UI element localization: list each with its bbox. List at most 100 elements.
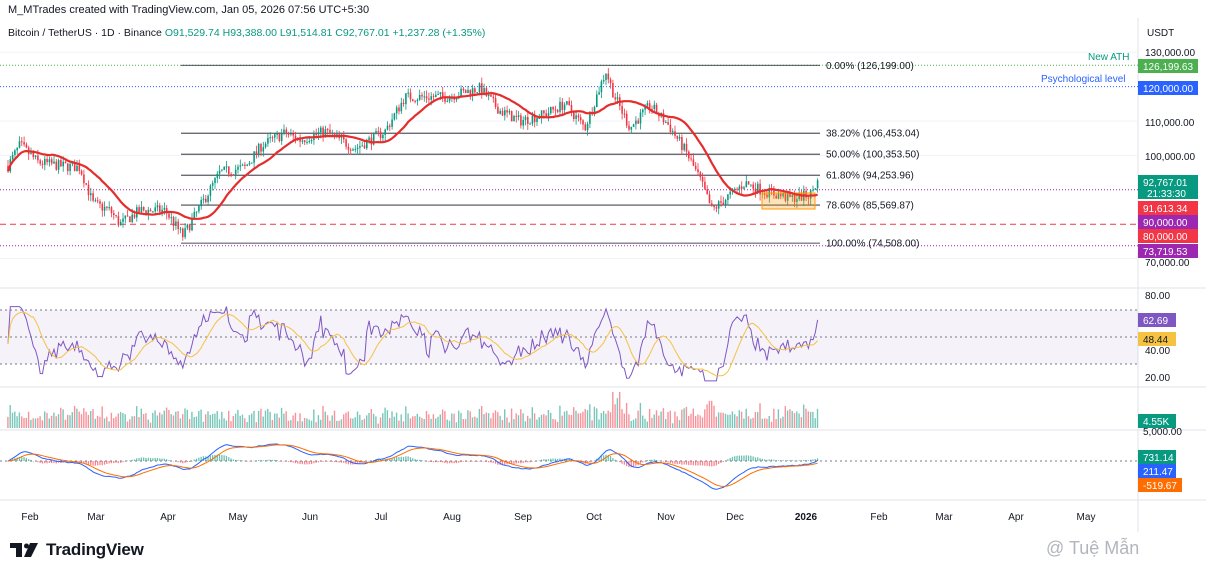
candle-body[interactable] (239, 165, 242, 167)
candle-body[interactable] (356, 147, 359, 150)
candle-body[interactable] (324, 129, 327, 137)
candle-body[interactable] (384, 129, 386, 135)
candle-body[interactable] (568, 101, 570, 106)
candle-body[interactable] (225, 166, 228, 168)
candle-body[interactable] (326, 129, 329, 131)
candle-body[interactable] (306, 142, 308, 144)
candle-body[interactable] (681, 136, 683, 151)
candle-body[interactable] (690, 158, 692, 160)
candle-body[interactable] (754, 188, 757, 193)
candle-body[interactable] (545, 113, 547, 117)
candle-body[interactable] (621, 106, 623, 114)
candle-body[interactable] (71, 162, 74, 164)
candle-body[interactable] (18, 141, 21, 148)
candle-body[interactable] (359, 146, 361, 148)
candle-body[interactable] (628, 125, 630, 130)
candle-body[interactable] (147, 209, 150, 215)
candle-body[interactable] (234, 169, 237, 175)
candle-body[interactable] (490, 94, 492, 97)
candle-body[interactable] (625, 113, 628, 126)
candle-body[interactable] (717, 201, 720, 209)
candle-body[interactable] (635, 120, 637, 125)
candle-body[interactable] (432, 96, 435, 98)
candle-body[interactable] (694, 165, 697, 170)
candle-body[interactable] (517, 115, 520, 117)
candle-body[interactable] (329, 129, 331, 134)
candle-body[interactable] (193, 211, 196, 219)
candle-body[interactable] (520, 115, 522, 126)
candle-body[interactable] (354, 149, 357, 151)
candle-body[interactable] (669, 124, 672, 133)
ath-badge[interactable] (1138, 59, 1198, 73)
candle-body[interactable] (237, 166, 239, 170)
candle-body[interactable] (566, 101, 568, 105)
candle-body[interactable] (103, 206, 106, 211)
candle-body[interactable] (752, 184, 754, 189)
candle-body[interactable] (642, 109, 644, 113)
candle-body[interactable] (812, 189, 814, 191)
candle-body[interactable] (609, 79, 612, 84)
candle-body[interactable] (720, 201, 722, 203)
candle-body[interactable] (175, 221, 177, 226)
candle-body[interactable] (734, 188, 736, 190)
candle-body[interactable] (67, 163, 69, 172)
chart-canvas[interactable]: 0.00% (126,199.00) 38.20% (106,453.04) 50.… (0, 0, 1206, 532)
candle-body[interactable] (126, 215, 129, 217)
candle-body[interactable] (441, 92, 444, 97)
candle-body[interactable] (455, 98, 458, 100)
candle-body[interactable] (697, 169, 699, 173)
candle-body[interactable] (745, 181, 748, 188)
candle-body[interactable] (586, 123, 589, 131)
candle-body[interactable] (154, 207, 156, 212)
candle-body[interactable] (260, 143, 262, 152)
candle-body[interactable] (791, 194, 794, 197)
signal-badge[interactable] (1138, 478, 1182, 492)
candle-body[interactable] (248, 163, 251, 165)
candle-body[interactable] (497, 106, 499, 114)
candle-body[interactable] (62, 161, 64, 167)
candle-body[interactable] (202, 198, 205, 200)
candle-body[interactable] (198, 206, 200, 212)
candle-body[interactable] (777, 193, 780, 199)
candle-body[interactable] (653, 104, 656, 110)
candle-body[interactable] (573, 112, 575, 119)
candle-body[interactable] (414, 101, 416, 103)
candle-body[interactable] (200, 199, 202, 207)
candle-body[interactable] (14, 150, 16, 156)
candle-body[interactable] (763, 193, 766, 195)
candle-body[interactable] (16, 147, 18, 151)
candle-body[interactable] (589, 111, 591, 124)
candle-body[interactable] (83, 174, 85, 184)
candle-body[interactable] (393, 113, 396, 120)
candle-body[interactable] (421, 94, 423, 97)
candle-body[interactable] (73, 162, 76, 172)
candle-body[interactable] (561, 101, 564, 110)
candle-body[interactable] (554, 109, 557, 111)
candle-body[interactable] (724, 200, 727, 205)
candle-body[interactable] (513, 115, 515, 122)
candle-body[interactable] (736, 188, 738, 190)
candle-body[interactable] (285, 129, 288, 135)
candle-body[interactable] (223, 166, 225, 170)
candle-body[interactable] (195, 211, 198, 213)
candle-body[interactable] (11, 155, 14, 160)
candle-body[interactable] (39, 160, 41, 164)
candle-body[interactable] (363, 145, 366, 149)
candle-body[interactable] (409, 92, 412, 100)
candle-body[interactable] (398, 107, 400, 112)
candle-body[interactable] (149, 209, 152, 212)
level-90k-badge[interactable] (1138, 215, 1198, 229)
candle-body[interactable] (253, 151, 255, 163)
candle-body[interactable] (262, 147, 265, 152)
candle-body[interactable] (110, 207, 113, 214)
candle-body[interactable] (257, 143, 260, 154)
candle-body[interactable] (347, 146, 350, 150)
candle-body[interactable] (255, 151, 258, 154)
candle-body[interactable] (301, 140, 304, 142)
candle-body[interactable] (30, 153, 32, 155)
candle-body[interactable] (775, 195, 777, 199)
candle-body[interactable] (816, 180, 819, 189)
candle-body[interactable] (46, 158, 48, 163)
candle-body[interactable] (251, 162, 253, 164)
candle-body[interactable] (418, 94, 421, 100)
